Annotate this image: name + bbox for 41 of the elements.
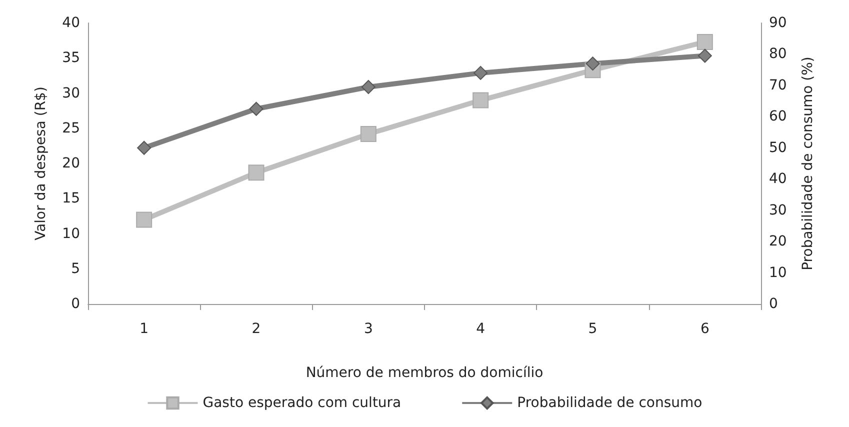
y-tick-label: 5 [71, 260, 80, 277]
y-axis-title: Valor da despesa (R$) [33, 86, 49, 240]
y2-tick-label: 30 [769, 202, 787, 218]
y2-tick-label: 20 [769, 234, 787, 250]
y2-tick-label: 10 [769, 264, 787, 281]
x-tick-label: 6 [700, 321, 710, 337]
point [137, 140, 152, 155]
point [361, 80, 376, 94]
y-tick-label: 30 [62, 85, 80, 102]
point [698, 48, 712, 63]
legend-label: Probabilidade de consumo [517, 395, 702, 411]
point [248, 164, 264, 181]
y2-tick-label: 0 [769, 296, 778, 312]
y-tick-label: 40 [62, 15, 80, 31]
x-tick-label: 1 [140, 321, 149, 337]
point [696, 34, 713, 50]
point [249, 102, 264, 116]
y-tick-label: 0 [71, 296, 80, 312]
y2-axis-title: Probabilidade de consumo (%) [800, 56, 816, 270]
y-tick-label: 25 [62, 120, 80, 136]
x-tick-label: 5 [588, 321, 598, 337]
y2-tick-label: 80 [769, 46, 787, 62]
y2-tick-label: 90 [769, 15, 787, 31]
y-tick-label: 20 [62, 156, 80, 172]
point [474, 66, 488, 80]
y-tick-label: 10 [62, 226, 80, 242]
y2-tick-label: 70 [769, 77, 787, 94]
point [136, 212, 152, 228]
x-tick-label: 2 [252, 321, 261, 337]
y2-tick-label: 40 [769, 171, 787, 188]
y-tick-label: 35 [62, 50, 80, 66]
point [360, 126, 376, 142]
x-axis-title: Número de membros do domicílio [306, 365, 544, 381]
point [586, 56, 600, 71]
point [472, 92, 489, 108]
x-tick-label: 4 [476, 321, 486, 337]
y-tick-label: 15 [62, 190, 80, 207]
legend-label: Gasto esperado com cultura [202, 395, 402, 411]
y2-tick-label: 50 [769, 140, 787, 156]
x-tick-label: 3 [364, 321, 373, 337]
y2-tick-label: 60 [769, 108, 787, 125]
